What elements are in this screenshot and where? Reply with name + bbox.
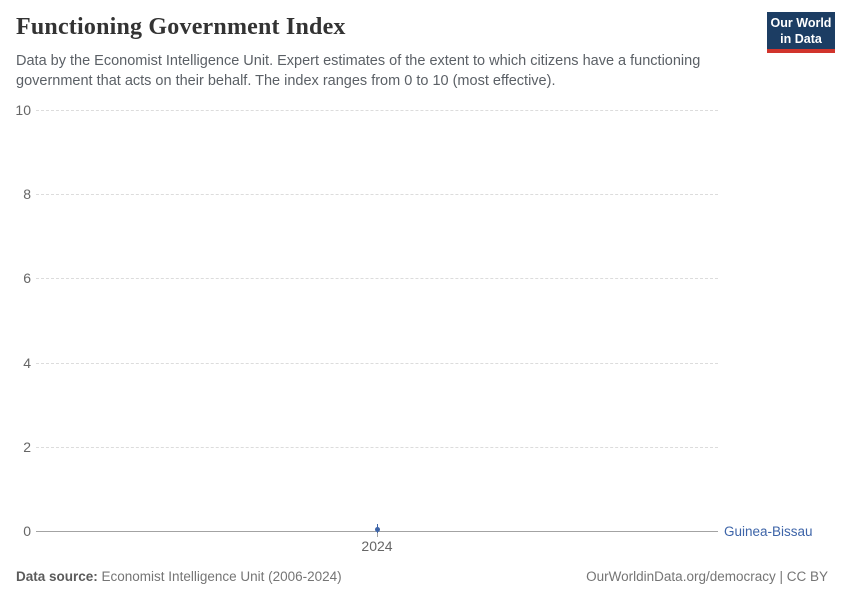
x-axis-tick — [377, 532, 378, 537]
y-axis-tick-label: 2 — [23, 439, 31, 455]
y-axis-tick-label: 0 — [23, 523, 31, 539]
page-title: Functioning Government Index — [16, 14, 346, 40]
chart-subtitle: Data by the Economist Intelligence Unit.… — [16, 53, 701, 89]
y-axis-tick-label: 8 — [23, 186, 31, 202]
data-point-guinea-bissau-2024[interactable] — [375, 527, 380, 532]
gridline — [36, 194, 718, 195]
series-label-guinea-bissau[interactable]: Guinea-Bissau — [724, 524, 813, 539]
owid-logo[interactable]: Our World in Data — [767, 12, 835, 53]
x-axis-tick-label: 2024 — [361, 538, 393, 554]
data-source-label: Data source: — [16, 569, 98, 584]
owid-logo-line2: in Data — [780, 32, 822, 46]
credit-link[interactable]: OurWorldinData.org/democracy | CC BY — [586, 569, 828, 584]
gridline — [36, 110, 718, 111]
gridline — [36, 363, 718, 364]
y-axis-tick-label: 6 — [23, 270, 31, 286]
owid-logo-line1: Our World — [770, 16, 832, 30]
gridline — [36, 447, 718, 448]
gridline — [36, 278, 718, 279]
y-axis-tick-label: 10 — [15, 102, 31, 118]
data-source-text: Economist Intelligence Unit (2006-2024) — [97, 569, 342, 584]
y-axis-tick-label: 4 — [23, 355, 31, 371]
data-source-note: Data source: Economist Intelligence Unit… — [16, 569, 342, 584]
